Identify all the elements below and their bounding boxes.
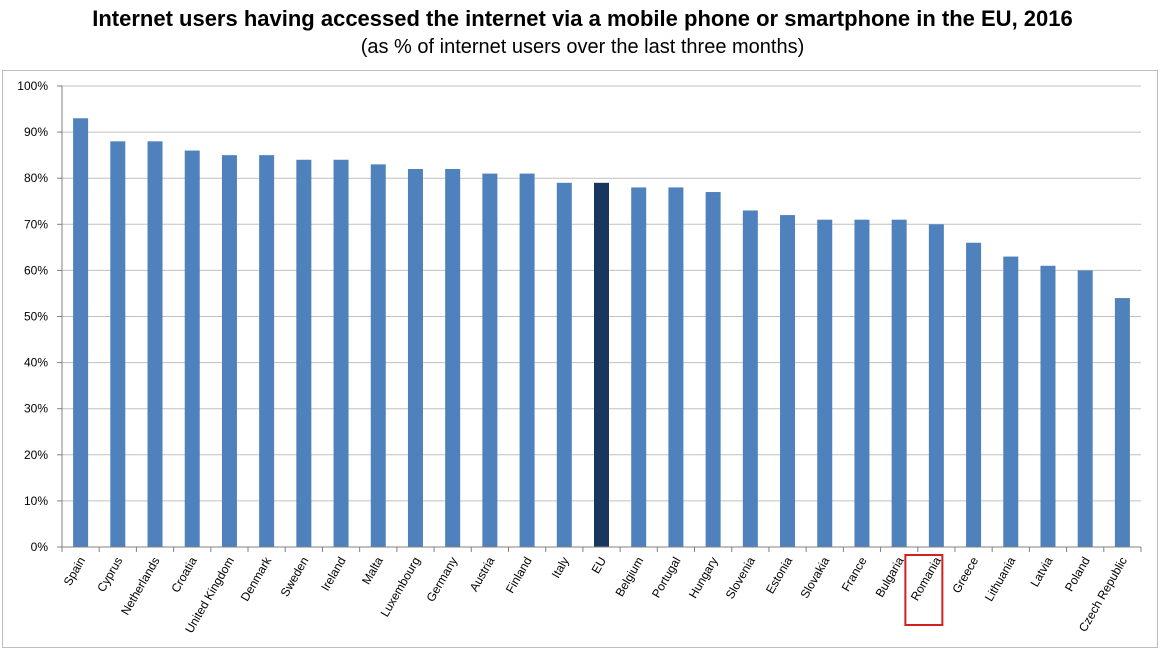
category-label: Italy [549, 555, 572, 581]
bar-netherlands [147, 141, 163, 547]
bar-finland [519, 173, 535, 547]
bar-czech-republic [1114, 298, 1130, 547]
bar-lithuania [1003, 256, 1019, 547]
category-label: Spain [61, 555, 88, 589]
category-label: Hungary [686, 555, 721, 601]
y-tick-label: 100% [17, 79, 48, 93]
bar-cyprus [110, 141, 126, 547]
y-tick-label: 10% [24, 494, 48, 508]
y-tick-label: 50% [24, 310, 48, 324]
bar-slovenia [742, 210, 758, 547]
bar-belgium [631, 187, 647, 548]
bar-poland [1077, 270, 1093, 547]
bar-bulgaria [891, 219, 907, 547]
category-label: Poland [1062, 555, 1093, 594]
category-label: Cyprus [94, 555, 125, 595]
bar-italy [556, 182, 572, 547]
y-tick-label: 20% [24, 448, 48, 462]
y-tick-label: 80% [24, 171, 48, 185]
x-axis [61, 86, 1142, 552]
category-label: Lithuania [982, 554, 1019, 603]
category-label: Greece [949, 554, 981, 595]
bar-estonia [780, 215, 796, 547]
chart-subtitle: (as % of internet users over the last th… [360, 36, 805, 58]
y-tick-label: 70% [24, 217, 48, 231]
highlight-box [904, 554, 944, 626]
y-tick-label: 30% [24, 402, 48, 416]
bar-ireland [333, 159, 349, 547]
category-label: Belgium [613, 555, 647, 600]
bar-spain [73, 118, 89, 548]
category-label: EU [589, 555, 609, 576]
y-tick-label: 40% [24, 356, 48, 370]
bar-denmark [259, 155, 275, 547]
bar-hungary [705, 192, 721, 547]
category-label: France [839, 554, 870, 594]
category-label: Sweden [278, 555, 312, 600]
bar-latvia [1040, 265, 1056, 547]
category-label: Germany [423, 555, 460, 605]
bar-romania [928, 224, 944, 548]
y-tick-label: 60% [24, 263, 48, 277]
category-label: Ireland [318, 555, 348, 594]
bar-slovakia [817, 219, 833, 547]
bar-austria [482, 173, 498, 547]
category-label: Croatia [168, 554, 200, 595]
category-label: Netherlands [118, 555, 162, 618]
category-label: Bulgaria [873, 554, 907, 599]
chart-title: Internet users having accessed the inter… [92, 6, 1073, 31]
bar-united-kingdom [221, 155, 237, 547]
chart-frame [2, 70, 1158, 648]
y-tick-label: 90% [24, 125, 48, 139]
bar-eu [594, 182, 609, 547]
category-label: Romania [908, 554, 944, 603]
category-label: Portugal [649, 555, 683, 601]
bar-germany [445, 168, 461, 548]
category-label: Slovakia [798, 554, 833, 601]
category-label: Austria [467, 554, 498, 594]
y-tick-label: 0% [31, 540, 49, 554]
bars [73, 118, 1130, 548]
bar-sweden [296, 159, 312, 547]
category-label: Malta [359, 554, 386, 587]
bar-luxembourg [407, 168, 423, 548]
category-label: Slovenia [723, 554, 758, 601]
bar-france [854, 219, 870, 547]
category-label: Luxembourg [378, 555, 423, 620]
bar-portugal [668, 187, 684, 548]
category-label: Finland [503, 555, 535, 596]
category-label: Estonia [763, 554, 795, 596]
y-axis-tick-labels: 0% 10% 20% 30% 40% 50% 60% 70% 80% 90% 100% [17, 79, 62, 554]
category-label: Latvia [1027, 554, 1055, 589]
bar-malta [370, 164, 386, 547]
bar-croatia [184, 150, 200, 548]
bar-greece [966, 242, 982, 548]
category-label: Denmark [238, 554, 275, 604]
